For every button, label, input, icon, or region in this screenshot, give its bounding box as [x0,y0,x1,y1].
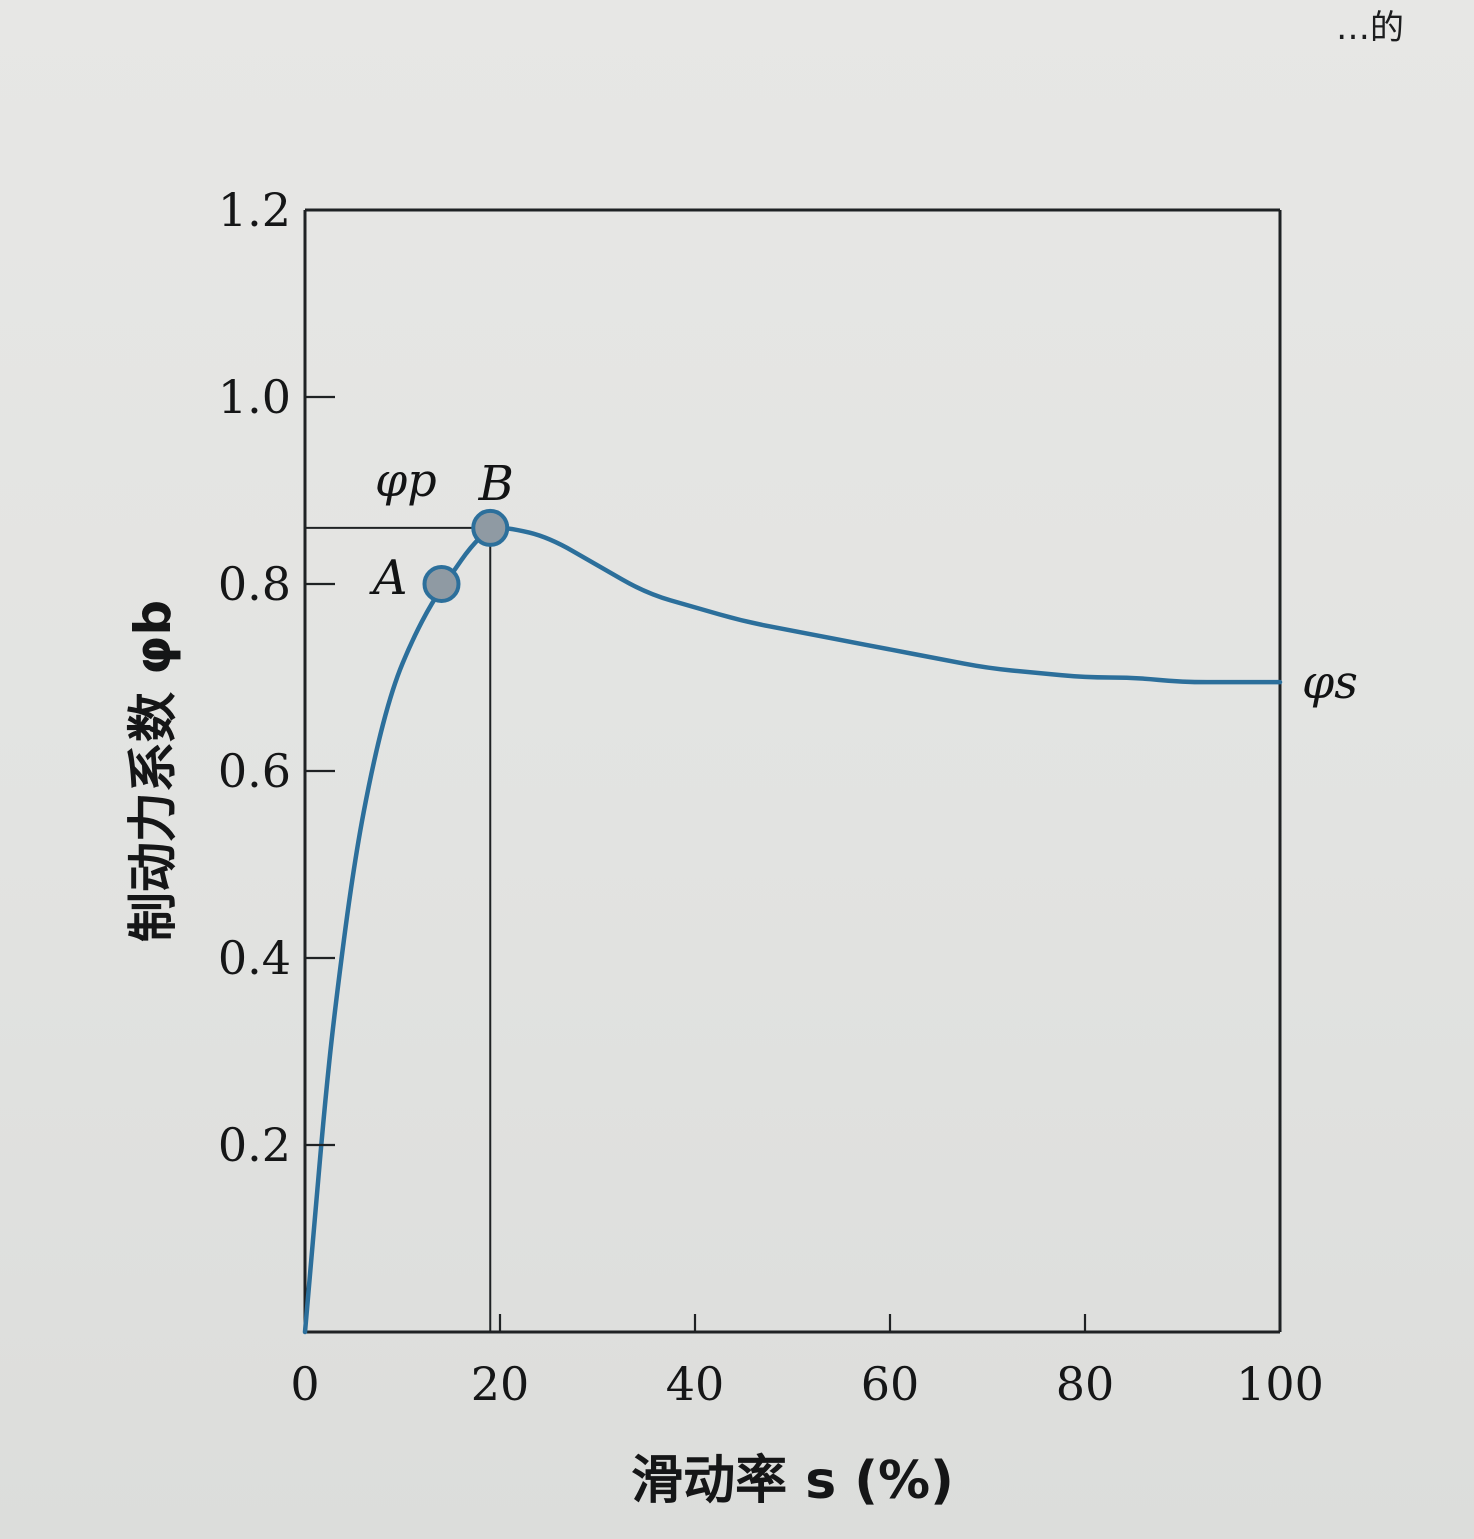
y-tick-label: 0.6 [218,744,291,798]
guide-lines [305,526,492,1332]
y-tick-label: 0.8 [218,557,291,611]
y-tick-label: 0.4 [218,931,291,985]
labels-layer: A Bφp φs 滑动率 s (%) 制动力系数 φb [124,453,1358,1511]
y-axis-title: 制动力系数 φb [124,600,182,942]
curve-layer [302,525,1283,1335]
x-tick-label: 60 [861,1357,920,1411]
x-tick-label: 100 [1236,1357,1324,1411]
y-tick-label: 0.2 [218,1118,291,1172]
point-b-label: B [478,456,514,512]
y-axis-ticks: 0.2 0.4 0.6 0.8 1.0 1.2 [218,183,335,1172]
x-tick-label: 40 [666,1357,725,1411]
x-tick-label: 20 [471,1357,530,1411]
x-axis-title: 滑动率 s (%) [631,1451,954,1511]
point-a-marker [422,565,461,603]
top-text-fragment: …的 [1336,8,1404,48]
point-a-label: A [369,550,408,606]
x-tick-label: 80 [1056,1357,1115,1411]
peak-coefficient-label: φp [375,453,437,507]
y-tick-label: 1.2 [218,183,291,237]
slide-coefficient-label: φs [1302,655,1358,709]
x-tick-label: 0 [290,1357,319,1411]
y-tick-label: 1.0 [218,370,291,424]
braking-curve [302,525,1283,1335]
marker-layer [422,508,510,603]
point-b-marker [471,508,510,547]
x-axis-ticks: 0 20 40 60 80 100 [290,1314,1324,1411]
